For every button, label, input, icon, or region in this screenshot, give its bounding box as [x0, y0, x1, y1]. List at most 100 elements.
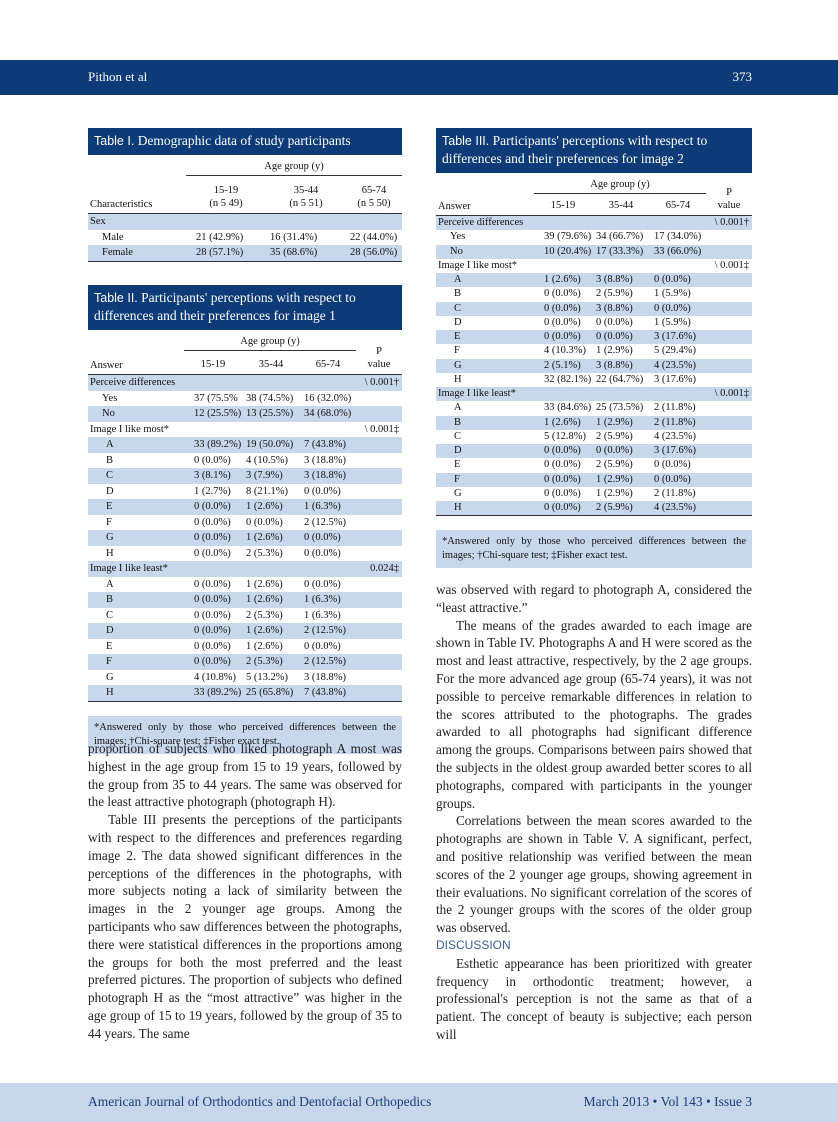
cell: 2 (12.5%) [304, 516, 346, 528]
column-n: (n 5 50) [357, 198, 391, 209]
table-caption: Participants' perceptions with respect t… [94, 290, 356, 323]
column-header: 15-19 [200, 359, 226, 370]
paragraph: was observed with regard to photograph A… [436, 582, 752, 615]
cell: 16 (32.0%) [304, 392, 352, 404]
table-head: Age group (y) Answer 15-19 35-44 65-74 P valu… [88, 330, 402, 375]
column-header: P value [717, 187, 741, 211]
cell: 3 (17.6%) [654, 373, 696, 385]
row-label: H [106, 547, 114, 559]
cell: 0 (0.0%) [596, 316, 633, 328]
row-label: D [454, 445, 462, 456]
column-header: 35-44 (n 5 51) [266, 184, 346, 210]
table-row: G 4 (10.8%) 5 (13.2%) 3 (18.8%) [88, 670, 402, 686]
table-title: Table I. Demographic data of study parti… [88, 128, 402, 155]
cell: 0 (0.0%) [544, 487, 581, 499]
cell: 0 (0.0%) [544, 288, 581, 300]
row-label: G [454, 359, 462, 371]
cell: 33 (89.2%) [194, 687, 242, 698]
column-header: 65-74 [315, 359, 341, 370]
table-title: Table III. Participants' perceptions wit… [436, 128, 752, 173]
cell: 3 (8.8%) [596, 274, 633, 285]
cell: 28 (57.1%) [196, 247, 244, 259]
cell: 21 (42.9%) [196, 231, 244, 243]
column-n: (n 5 49) [209, 198, 243, 209]
table-row: A 33 (84.6%) 25 (73.5%) 2 (11.8%) [436, 401, 752, 415]
paragraph: Correlations between the mean scores awa… [436, 813, 752, 936]
table-row: Yes 37 (75.5% 38 (74.5%) 16 (32.0%) [88, 391, 402, 407]
table-row: Image I like least* \ 0.001‡ [436, 387, 752, 402]
cell: 0 (0.0%) [194, 656, 231, 667]
cell: 5 (13.2%) [246, 671, 288, 683]
column-header: Answer [90, 360, 123, 371]
cell: 38 (74.5%) [246, 392, 294, 404]
cell: 2 (12.5%) [304, 656, 346, 667]
cell: 33 (66.0%) [654, 245, 702, 257]
column-header: 65-74 (n 5 50) [346, 184, 402, 210]
cell: 0 (0.0%) [596, 331, 633, 342]
cell: 3 (8.8%) [596, 359, 633, 371]
table: Table III. Participants' perceptions wit… [436, 128, 752, 569]
p-value: 0.024‡ [370, 563, 399, 574]
cell: 28 (56.0%) [350, 247, 398, 259]
row-label: E [106, 501, 113, 512]
cell: 0 (0.0%) [194, 454, 231, 466]
section-label: Image I like most* [438, 259, 518, 271]
journal: American Journal of Orthodontics and Den… [88, 1094, 432, 1109]
table-row: H 0 (0.0%) 2 (5.3%) 0 (0.0%) [88, 546, 402, 562]
row-label: Yes [450, 231, 466, 243]
section-label: Perceive differences [438, 217, 524, 228]
row-label: Yes [102, 392, 118, 404]
cell: 1 (6.3%) [304, 501, 341, 512]
cell: 0 (0.0%) [194, 501, 231, 512]
table-row: Female 28 (57.1%) 35 (68.6%) 28 (56.0%) [88, 245, 402, 261]
p-value: \ 0.001‡ [364, 423, 399, 435]
row-label: H [106, 687, 114, 698]
cell: 2 (12.5%) [304, 625, 346, 636]
table: Table I. Demographic data of study parti… [88, 128, 402, 262]
cell: 22 (64.7%) [596, 373, 644, 385]
table-row: H 33 (89.2%) 25 (65.8%) 7 (43.8%) [88, 685, 402, 701]
cell: 3 (17.6%) [654, 331, 696, 342]
cell: 34 (66.7%) [596, 231, 644, 243]
section-heading: DISCUSSION [436, 937, 511, 952]
table-row: Image I like least* 0.024‡ [88, 561, 402, 577]
cell: 4 (23.5%) [654, 359, 696, 371]
cell: 0 (0.0%) [194, 609, 231, 621]
cell: 2 (11.8%) [654, 402, 696, 414]
cell: 33 (84.6%) [544, 402, 592, 414]
cell: 10 (20.4%) [544, 245, 592, 257]
cell: 0 (0.0%) [194, 532, 231, 543]
cell: 0 (0.0%) [304, 547, 341, 559]
table-label: Table III. [442, 134, 490, 148]
table-row: H 32 (82.1%) 22 (64.7%) 3 (17.6%) [436, 373, 752, 387]
cell: 1 (2.6%) [544, 274, 581, 285]
cell: 1 (5.9%) [654, 288, 691, 300]
row-label: D [454, 316, 462, 328]
cell: 2 (5.9%) [596, 502, 633, 513]
row-label: B [454, 416, 462, 428]
row-label: F [454, 345, 460, 357]
cell: 7 (43.8%) [304, 687, 346, 698]
cell: 0 (0.0%) [194, 578, 231, 590]
cell: 7 (43.8%) [304, 439, 346, 450]
cell: 4 (10.3%) [544, 345, 586, 357]
table-row: A 0 (0.0%) 1 (2.6%) 0 (0.0%) [88, 577, 402, 593]
cell: 33 (89.2%) [194, 439, 242, 450]
cell: 2 (5.9%) [596, 288, 633, 300]
cell: 0 (0.0%) [194, 516, 231, 528]
p-value: \ 0.001† [714, 217, 749, 228]
table-body: Perceive differences \ 0.001† Yes 39 (79.6%… [436, 216, 752, 517]
cell: 0 (0.0%) [544, 502, 581, 513]
cell: 2 (5.3%) [246, 656, 283, 667]
row-label: A [454, 402, 462, 414]
table-row: B 1 (2.6%) 1 (2.9%) 2 (11.8%) [436, 415, 752, 430]
cell: 0 (0.0%) [654, 274, 691, 285]
group-header: Age group (y) [184, 336, 356, 351]
row-label: G [454, 487, 462, 499]
paragraph: Table III presents the perceptions of th… [88, 812, 402, 1041]
row-label: A [454, 274, 462, 285]
row-label: F [454, 473, 460, 485]
cell: 19 (50.0%) [246, 439, 294, 450]
cell: 37 (75.5% [194, 392, 238, 404]
cell: 0 (0.0%) [654, 302, 691, 314]
